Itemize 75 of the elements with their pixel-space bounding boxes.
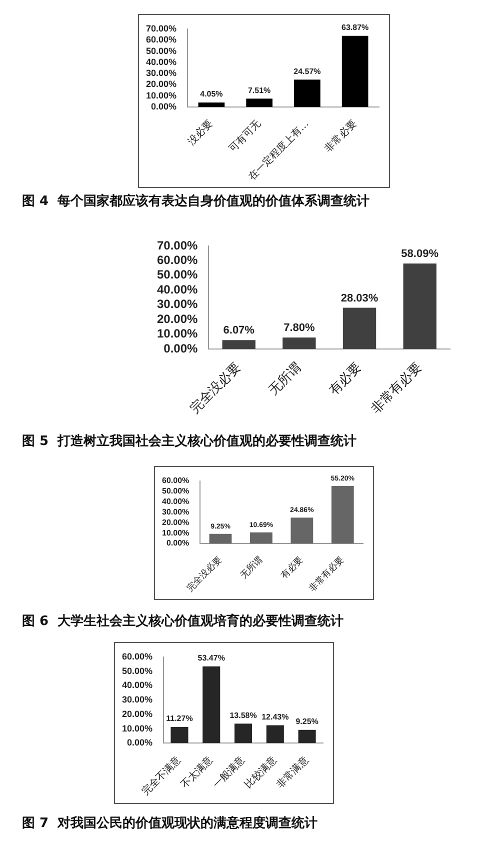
x-tick-label: 非常有必要 bbox=[306, 554, 346, 594]
y-tick-label: 30.00% bbox=[146, 68, 177, 78]
x-tick-label: 有必要 bbox=[278, 554, 306, 582]
x-tick-label: 可有可无 bbox=[226, 118, 264, 154]
x-tick-label: 完全没必要 bbox=[184, 554, 224, 594]
data-label: 63.87% bbox=[341, 23, 369, 32]
bar bbox=[222, 340, 256, 350]
bar bbox=[266, 725, 284, 744]
y-tick-label: 10.00% bbox=[156, 326, 198, 341]
bar bbox=[294, 80, 320, 107]
y-tick-label: 10.00% bbox=[146, 90, 177, 100]
x-tick-label: 完全没必要 bbox=[186, 359, 244, 417]
text: 图 6 大学生社会主义核心价值观培育的必要性调查统计 bbox=[22, 612, 345, 630]
y-tick-label: 50.00% bbox=[146, 46, 177, 56]
data-label: 28.03% bbox=[340, 292, 378, 304]
y-tick-label: 70.00% bbox=[146, 23, 177, 34]
y-tick-label: 20.00% bbox=[122, 708, 153, 719]
data-label: 53.47% bbox=[198, 654, 225, 663]
text: 图 5 打造树立我国社会主义核心价值观的必要性调查统计 bbox=[22, 432, 358, 450]
x-tick-label: 非常必要 bbox=[322, 118, 360, 154]
text: 图 4 每个国家都应该有表达自身价值观的价值体系调查统计 bbox=[22, 192, 371, 210]
y-tick-label: 40.00% bbox=[146, 56, 177, 67]
x-tick-label: 没必要 bbox=[186, 118, 216, 148]
y-tick-label: 30.00% bbox=[162, 507, 190, 516]
y-tick-label: 10.00% bbox=[122, 723, 153, 734]
data-label: 4.05% bbox=[200, 90, 223, 99]
text: 图 7 对我国公民的价值观现状的满意程度调查统计 bbox=[22, 814, 319, 832]
data-label: 58.09% bbox=[401, 248, 439, 260]
y-tick-label: 60.00% bbox=[146, 34, 177, 45]
bar bbox=[342, 308, 376, 350]
bar bbox=[342, 36, 368, 107]
y-tick-label: 40.00% bbox=[162, 497, 190, 506]
bar bbox=[170, 726, 188, 744]
y-tick-label: 20.00% bbox=[146, 79, 177, 90]
y-tick-label: 60.00% bbox=[156, 253, 198, 268]
data-label: 7.80% bbox=[284, 322, 315, 334]
y-tick-label: 0.00% bbox=[164, 341, 198, 356]
y-tick-label: 60.00% bbox=[122, 651, 153, 662]
y-tick-label: 50.00% bbox=[156, 268, 198, 282]
data-label: 7.51% bbox=[248, 86, 271, 95]
bar bbox=[234, 724, 252, 744]
y-tick-label: 50.00% bbox=[122, 666, 153, 676]
bar bbox=[198, 102, 225, 107]
y-tick-label: 20.00% bbox=[156, 312, 198, 326]
data-label: 9.25% bbox=[296, 717, 318, 726]
bar bbox=[246, 98, 272, 107]
y-tick-label: 0.00% bbox=[166, 538, 190, 548]
bar bbox=[282, 338, 316, 350]
bar bbox=[403, 264, 436, 350]
x-tick-label: 无所谓 bbox=[238, 554, 265, 582]
bar bbox=[202, 666, 220, 744]
data-label: 12.43% bbox=[262, 712, 289, 722]
x-tick-label: 非常有必要 bbox=[368, 360, 426, 417]
bar bbox=[209, 534, 232, 544]
y-tick-label: 40.00% bbox=[122, 680, 153, 690]
y-tick-label: 40.00% bbox=[156, 282, 198, 296]
y-tick-label: 30.00% bbox=[156, 297, 198, 312]
y-tick-label: 70.00% bbox=[156, 238, 198, 252]
bar bbox=[331, 486, 354, 544]
bar bbox=[290, 518, 314, 544]
y-tick-label: 30.00% bbox=[122, 694, 153, 705]
y-tick-label: 0.00% bbox=[150, 101, 177, 112]
x-tick-label: 无所谓 bbox=[266, 360, 304, 398]
x-tick-label: 有必要 bbox=[326, 360, 365, 398]
y-tick-label: 0.00% bbox=[126, 738, 153, 748]
y-tick-label: 50.00% bbox=[162, 486, 190, 496]
y-tick-label: 60.00% bbox=[162, 476, 190, 486]
y-tick-label: 20.00% bbox=[162, 518, 190, 527]
bar bbox=[250, 532, 272, 544]
data-label: 6.07% bbox=[223, 324, 255, 337]
data-label: 13.58% bbox=[230, 710, 257, 720]
data-label: 24.57% bbox=[294, 66, 321, 76]
bar bbox=[298, 730, 316, 744]
y-tick-label: 10.00% bbox=[162, 528, 190, 538]
data-label: 11.27% bbox=[166, 714, 193, 724]
